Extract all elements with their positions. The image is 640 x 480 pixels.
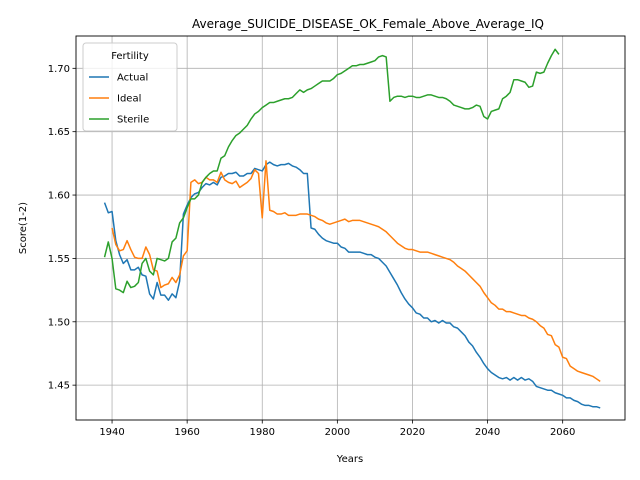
y-tick-label: 1.65 [48, 127, 70, 138]
x-tick-label: 1940 [99, 427, 124, 438]
legend: Fertility Actual Ideal Sterile [83, 43, 177, 131]
series-line-actual [105, 162, 601, 408]
legend-title: Fertility [111, 51, 149, 62]
legend-label-ideal: Ideal [117, 94, 141, 105]
y-tick-label: 1.45 [48, 381, 70, 392]
x-tick-label: 2040 [475, 427, 500, 438]
series-line-ideal [112, 161, 600, 382]
x-tick-label: 1960 [174, 427, 199, 438]
x-tick-label: 1980 [250, 427, 275, 438]
series-layer [105, 49, 601, 408]
y-axis-title: Score(1-2) [18, 202, 29, 254]
x-axis-title: Years [336, 454, 363, 465]
y-axis: 1.45 1.50 1.55 1.60 1.65 1.70 [48, 64, 76, 392]
x-tick-label: 2020 [400, 427, 425, 438]
x-tick-label: 2060 [550, 427, 575, 438]
y-tick-label: 1.70 [48, 64, 70, 75]
chart-title: Average_SUICIDE_DISEASE_OK_Female_Above_… [192, 17, 544, 31]
legend-label-actual: Actual [117, 73, 148, 84]
legend-label-sterile: Sterile [117, 115, 149, 126]
y-tick-label: 1.55 [48, 254, 70, 265]
x-tick-label: 2000 [325, 427, 350, 438]
y-tick-label: 1.60 [48, 191, 70, 202]
y-tick-label: 1.50 [48, 317, 70, 328]
x-axis: 1940 1960 1980 2000 2020 2040 2060 [99, 420, 575, 438]
